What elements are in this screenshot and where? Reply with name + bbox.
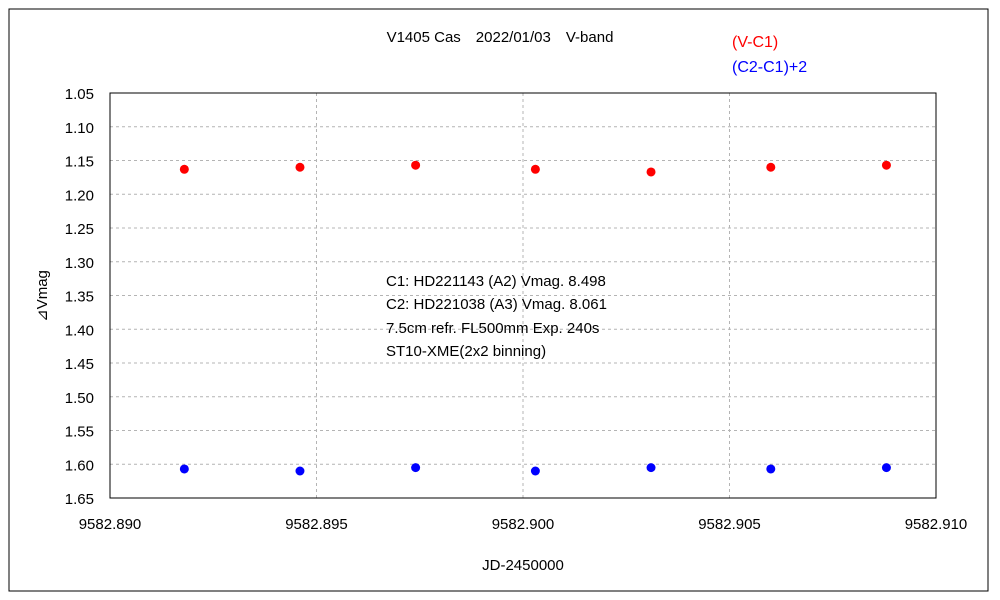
y-tick-label: 1.35 [65,289,94,306]
y-tick-label: 1.50 [65,390,94,407]
point-c2-c1 [881,463,891,473]
point-v-c1 [179,164,189,174]
y-tick-label: 1.55 [65,424,94,441]
point-c2-c1 [179,464,189,474]
y-tick-label: 1.40 [65,322,94,339]
data-points [179,160,891,476]
y-axis-label: ⊿Vmag [34,270,51,322]
plot-area [109,92,937,499]
point-c2-c1 [530,466,540,476]
y-tick-label: 1.15 [65,154,94,171]
point-v-c1 [646,167,656,177]
y-tick-label: 1.20 [65,187,94,204]
x-tick-label: 9582.910 [905,516,968,533]
point-c2-c1 [411,463,421,473]
y-tick-labels: 1.05 1.10 1.15 1.20 1.25 1.30 1.35 1.40 1.45 1.50… [65,86,94,508]
point-v-c1 [530,164,540,174]
y-tick-label: 1.05 [65,86,94,103]
y-tick-label: 1.30 [65,255,94,272]
x-tick-label: 9582.890 [79,516,142,533]
annotation-c2: C2: HD221038 (A3) Vmag. 8.061 [386,296,607,313]
point-v-c1 [295,162,305,172]
legend-entry-v-c1: (V-C1) [732,34,778,51]
point-c2-c1 [766,464,776,474]
point-v-c1 [411,160,421,170]
y-tick-label: 1.25 [65,221,94,238]
x-tick-labels: 9582.890 9582.895 9582.900 9582.905 9582.910 [79,516,968,533]
y-tick-label: 1.65 [65,491,94,508]
point-c2-c1 [646,463,656,473]
y-tick-label: 1.60 [65,457,94,474]
grid [110,93,936,498]
point-c2-c1 [295,466,305,476]
chart-border [8,8,989,592]
legend-entry-c2-c1: (C2-C1)+2 [732,59,807,76]
annotation-telescope: 7.5cm refr. FL500mm Exp. 240s [386,320,599,337]
x-tick-label: 9582.900 [492,516,555,533]
point-v-c1 [881,160,891,170]
point-v-c1 [766,162,776,172]
y-tick-label: 1.45 [65,356,94,373]
x-tick-label: 9582.895 [285,516,348,533]
annotation-camera: ST10-XME(2x2 binning) [386,343,546,360]
x-tick-label: 9582.905 [698,516,761,533]
x-axis-label: JD-2450000 [482,557,564,574]
chart-title: V1405 Cas 2022/01/03 V-band [387,29,614,46]
y-tick-label: 1.10 [65,120,94,137]
annotation-c1: C1: HD221143 (A2) Vmag. 8.498 [386,273,606,290]
